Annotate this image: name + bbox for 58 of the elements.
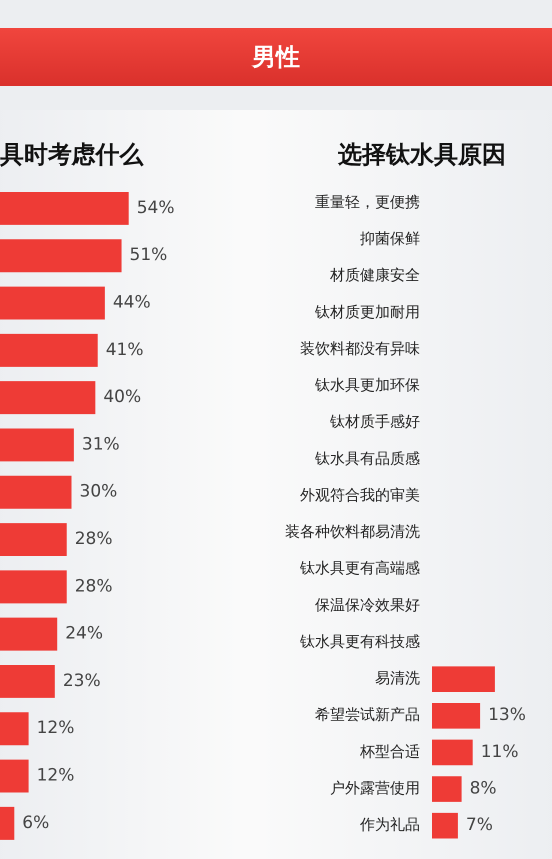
bar	[0, 806, 14, 840]
text: 男性	[252, 42, 300, 73]
data-label: 30%	[80, 482, 118, 502]
bar	[0, 523, 67, 556]
bar	[0, 381, 96, 414]
y-tick-label: 抑菌保鲜	[360, 230, 420, 248]
data-label: 28%	[74, 528, 113, 549]
data-label: 12%	[36, 718, 74, 738]
bar	[0, 286, 105, 320]
chart-title: 选择钛水具原因	[337, 140, 506, 169]
bar	[432, 740, 473, 766]
data-label: 8%	[470, 778, 497, 798]
chart-title: 具时考虑什么	[0, 140, 144, 169]
y-tick-label: 钛水具更有高端感	[299, 559, 420, 578]
y-tick-label: 装各种饮料都易清洗	[285, 522, 420, 541]
data-label: 44%	[112, 292, 151, 312]
bar	[0, 428, 74, 462]
bar	[432, 776, 462, 802]
data-label: 28%	[74, 576, 113, 596]
data-label: 6%	[22, 812, 50, 833]
bar	[0, 618, 58, 651]
y-tick-label: 钛水具更有科技感	[299, 632, 420, 650]
y-tick-label: 钛水具有品质感	[314, 449, 420, 468]
y-tick-label: 希望尝试新产品	[315, 706, 420, 724]
data-label: 40%	[103, 387, 142, 408]
data-label: 31%	[82, 434, 120, 454]
data-label: 11%	[480, 742, 518, 762]
bar	[432, 812, 458, 838]
bar	[0, 476, 72, 509]
data-label: 54%	[136, 198, 174, 218]
data-label: 23%	[62, 670, 101, 691]
y-tick-label: 保温保冷效果好	[315, 596, 420, 614]
bar	[0, 192, 129, 225]
y-tick-label: 钛材质更加耐用	[314, 302, 420, 321]
data-label: 41%	[106, 340, 144, 360]
y-tick-label: 装饮料都没有异味	[300, 339, 420, 358]
y-tick-label: 材质健康安全	[329, 266, 420, 284]
y-tick-label: 户外露营使用	[330, 778, 420, 797]
y-tick-label: 作为礼品	[359, 816, 420, 834]
bar	[0, 239, 122, 272]
data-label: 24%	[65, 624, 103, 644]
y-tick-label: 外观符合我的审美	[300, 486, 420, 504]
bar	[0, 334, 98, 367]
bar	[432, 666, 495, 692]
bar	[0, 760, 29, 793]
bar	[0, 664, 55, 698]
y-tick-label: 重量轻，更便携	[315, 193, 420, 211]
y-tick-label: 钛水具更加环保	[314, 376, 420, 394]
y-tick-label: 杯型合适	[359, 742, 420, 760]
bar	[0, 712, 29, 746]
data-label: 12%	[36, 765, 74, 786]
y-tick-label: 钛材质手感好	[329, 412, 420, 431]
data-label: 7%	[466, 815, 493, 836]
y-tick-label: 易清洗	[375, 669, 420, 688]
bar	[0, 570, 67, 604]
data-label: 13%	[488, 705, 526, 726]
data-label: 51%	[130, 245, 168, 266]
bar	[432, 703, 480, 729]
